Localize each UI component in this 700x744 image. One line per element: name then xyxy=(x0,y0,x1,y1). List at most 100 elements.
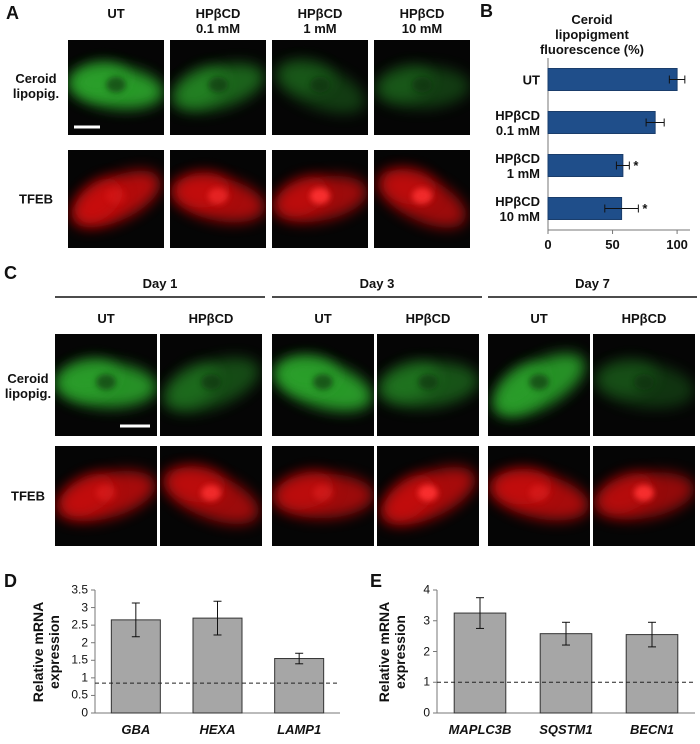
cell-body xyxy=(277,176,329,217)
micrograph xyxy=(160,334,262,436)
category-label: SQSTM1 xyxy=(539,722,593,737)
nucleus xyxy=(201,485,221,501)
micrograph xyxy=(377,334,479,436)
category-label: HEXA xyxy=(199,722,236,737)
nucleus xyxy=(418,373,438,390)
cell xyxy=(273,355,373,412)
nucleus xyxy=(310,188,330,205)
micrograph xyxy=(272,40,368,135)
category-label: MAPLC3B xyxy=(448,722,512,737)
cell xyxy=(170,172,266,223)
x-tick-label: 50 xyxy=(605,237,620,252)
cell xyxy=(374,64,470,109)
cell xyxy=(55,359,157,408)
group-header: Day 3 xyxy=(359,276,395,291)
nucleus xyxy=(412,188,432,205)
nucleus xyxy=(418,485,438,501)
cell-body xyxy=(176,66,226,107)
row-label: TFEB xyxy=(11,488,45,504)
column-header: HPβCD 1 mM xyxy=(297,6,343,36)
panel-label: B xyxy=(480,1,493,21)
x-tick-label: 100 xyxy=(666,237,688,252)
nucleus xyxy=(208,188,228,205)
nucleus xyxy=(106,76,126,93)
y-tick-label: 3 xyxy=(81,600,88,615)
bar xyxy=(625,634,679,714)
y-tick-label: 2 xyxy=(423,644,430,658)
cell xyxy=(377,360,479,408)
nucleus xyxy=(313,485,333,501)
bar xyxy=(274,658,325,714)
micrograph xyxy=(377,446,479,546)
cell xyxy=(68,62,164,110)
nucleus xyxy=(529,485,549,501)
group-header: Day 1 xyxy=(142,276,178,291)
cell xyxy=(489,468,589,521)
nucleus xyxy=(529,373,549,390)
category-label: HPβCD 0.1 mM xyxy=(495,107,540,138)
y-tick-label: 3.5 xyxy=(71,582,88,597)
y-tick-label: 1 xyxy=(423,674,430,689)
cell-body xyxy=(598,473,653,514)
cell-body xyxy=(61,473,115,517)
y-tick-label: 4 xyxy=(423,582,430,597)
category-label: LAMP1 xyxy=(277,722,322,737)
cell xyxy=(593,358,695,409)
column-header: UT xyxy=(97,311,115,326)
micrograph xyxy=(272,150,368,248)
micrograph xyxy=(593,334,695,436)
cell xyxy=(56,470,156,522)
micrograph xyxy=(272,334,374,436)
panel-label: A xyxy=(6,3,19,23)
micrograph xyxy=(160,446,262,546)
micrograph xyxy=(488,334,590,436)
chart-title: Ceroid lipopigment fluorescence (%) xyxy=(539,12,645,57)
micrograph xyxy=(68,150,164,248)
bar xyxy=(547,154,624,177)
column-header: UT xyxy=(107,6,125,21)
cell xyxy=(162,357,260,413)
nucleus xyxy=(208,76,228,93)
cell xyxy=(380,467,476,525)
y-tick-label: 0.5 xyxy=(71,687,88,702)
column-header: UT xyxy=(530,311,548,326)
bar xyxy=(547,111,656,134)
nucleus xyxy=(634,373,654,390)
nucleus xyxy=(201,373,221,390)
panel-label: D xyxy=(4,571,17,591)
micrograph xyxy=(374,40,470,135)
cell xyxy=(272,175,368,223)
row-label: Ceroid lipopig. xyxy=(4,371,52,401)
y-tick-label: 2.5 xyxy=(71,617,88,632)
micrograph xyxy=(170,40,266,135)
micrograph xyxy=(55,334,157,436)
column-header: HPβCD xyxy=(405,311,451,326)
y-axis-label: Relative mRNA expression xyxy=(376,601,408,702)
y-tick-label: 1 xyxy=(81,670,88,685)
y-tick-label: 0 xyxy=(423,705,430,720)
bar xyxy=(547,68,678,91)
micrograph xyxy=(374,150,470,248)
y-tick-label: 3 xyxy=(423,613,430,628)
nucleus xyxy=(96,485,116,501)
column-header: HPβCD xyxy=(621,311,667,326)
column-header: UT xyxy=(314,311,332,326)
annotation: * xyxy=(642,200,648,216)
nucleus xyxy=(96,373,116,390)
category-label: BECN1 xyxy=(629,722,675,737)
cell xyxy=(593,472,695,520)
nucleus xyxy=(634,485,654,501)
micrograph xyxy=(170,150,266,248)
cell-body xyxy=(382,360,438,401)
cell-body xyxy=(166,363,219,408)
cell xyxy=(272,471,374,519)
group-header: Day 7 xyxy=(575,276,610,291)
row-label: Ceroid lipopig. xyxy=(12,71,60,101)
y-tick-label: 2 xyxy=(81,635,88,650)
cell xyxy=(274,59,366,114)
cell xyxy=(171,63,265,112)
cell xyxy=(163,466,259,524)
x-tick-label: 0 xyxy=(544,237,552,252)
